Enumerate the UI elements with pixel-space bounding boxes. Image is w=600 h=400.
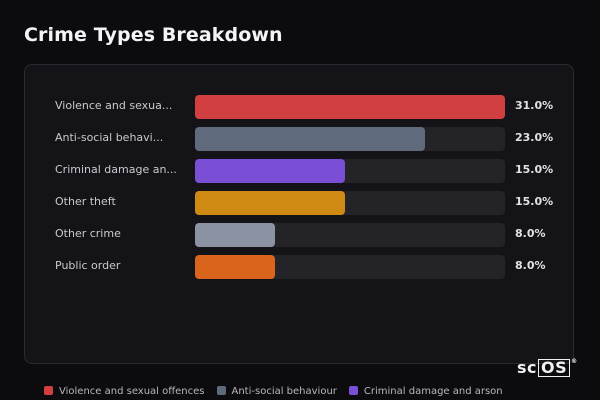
bar[interactable] bbox=[195, 159, 345, 183]
bar-track bbox=[195, 127, 505, 151]
logo-registered-mark: ® bbox=[571, 358, 578, 365]
bar[interactable] bbox=[195, 255, 275, 279]
bar-track bbox=[195, 159, 505, 183]
category-label: Violence and sexua... bbox=[55, 99, 173, 112]
value-label: 15.0% bbox=[515, 163, 554, 176]
legend-label: Criminal damage and arson bbox=[363, 386, 503, 397]
bar-row: Anti-social behavi... 23.0% bbox=[25, 127, 575, 151]
legend-label: Violence and sexual offences bbox=[59, 386, 205, 397]
legend-item[interactable]: Anti-social behaviour bbox=[216, 386, 337, 397]
legend-label: Anti-social behaviour bbox=[231, 386, 337, 397]
bar-track bbox=[195, 191, 505, 215]
value-label: 23.0% bbox=[515, 131, 554, 144]
category-label: Anti-social behavi... bbox=[55, 131, 164, 144]
legend-item[interactable]: Violence and sexual offences bbox=[44, 386, 205, 397]
value-label: 8.0% bbox=[515, 227, 546, 240]
legend: Violence and sexual offences Anti-social … bbox=[44, 386, 515, 400]
category-label: Other theft bbox=[55, 195, 116, 208]
bar-track bbox=[195, 95, 505, 119]
bar-row: Other theft 15.0% bbox=[25, 191, 575, 215]
bar-row: Violence and sexua... 31.0% bbox=[25, 95, 575, 119]
bar[interactable] bbox=[195, 127, 425, 151]
bar-row: Criminal damage an... 15.0% bbox=[25, 159, 575, 183]
value-label: 31.0% bbox=[515, 99, 554, 112]
logo-prefix: sc bbox=[517, 358, 538, 377]
bar[interactable] bbox=[195, 95, 505, 119]
bar-row: Public order 8.0% bbox=[25, 255, 575, 279]
scos-logo: sc OS ® bbox=[517, 358, 578, 377]
legend-swatch bbox=[44, 386, 53, 395]
category-label: Criminal damage an... bbox=[55, 163, 177, 176]
chart-card: Violence and sexua... 31.0% Anti-social be… bbox=[24, 64, 574, 364]
bar-track bbox=[195, 255, 505, 279]
bar[interactable] bbox=[195, 223, 275, 247]
value-label: 8.0% bbox=[515, 259, 546, 272]
logo-boxed: OS bbox=[538, 359, 571, 377]
legend-swatch bbox=[216, 386, 226, 395]
category-label: Public order bbox=[55, 259, 121, 272]
bar-row: Other crime 8.0% bbox=[25, 223, 575, 247]
chart-title: Crime Types Breakdown bbox=[24, 24, 283, 46]
category-label: Other crime bbox=[55, 227, 121, 240]
legend-item[interactable]: Criminal damage and arson bbox=[348, 386, 503, 397]
bar-track bbox=[195, 223, 505, 247]
bar[interactable] bbox=[195, 191, 345, 215]
value-label: 15.0% bbox=[515, 195, 554, 208]
legend-swatch bbox=[348, 386, 358, 395]
